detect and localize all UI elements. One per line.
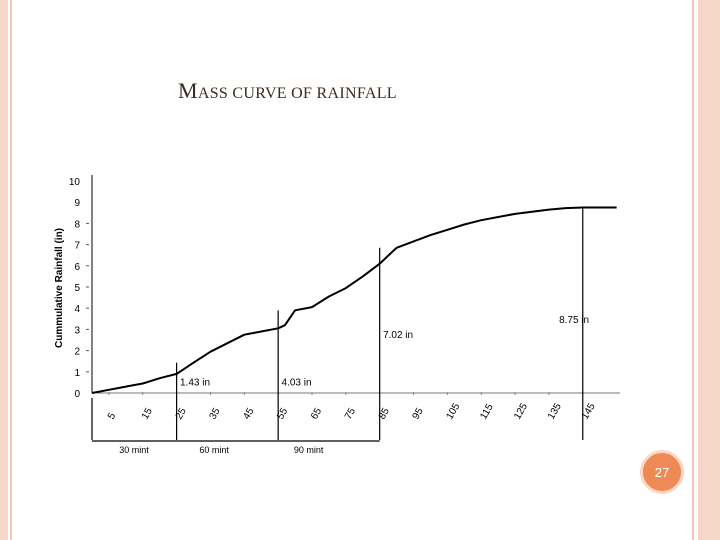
x-tick-label: 115 xyxy=(478,402,496,422)
x-tick-label: 105 xyxy=(444,401,462,421)
y-tick-label: 7 xyxy=(74,241,80,252)
x-tick-label: 25 xyxy=(174,406,189,422)
y-axis-label: Cummulative Rainfall (in) xyxy=(54,228,65,348)
x-tick-label: 75 xyxy=(343,406,358,422)
x-tick-label: 55 xyxy=(275,406,290,422)
frame-left-border xyxy=(0,0,18,540)
x-tick-label: 135 xyxy=(546,401,564,421)
page-number-badge: 27 xyxy=(640,450,684,494)
value-annotation: 1.43 in xyxy=(180,378,210,389)
value-annotation: 7.02 in xyxy=(383,330,413,341)
y-tick-label: 8 xyxy=(74,219,80,230)
y-tick-label: 10 xyxy=(69,177,81,188)
vertical-marker-lines xyxy=(176,207,584,440)
page-title-rest: ASS CURVE OF RAINFALL xyxy=(197,85,397,102)
x-tick-label: 85 xyxy=(377,406,392,422)
frame-right-border xyxy=(688,0,720,540)
x-tick-label: 65 xyxy=(309,406,324,422)
y-tick-label: 5 xyxy=(74,283,80,294)
value-annotations: 1.43 in 4.03 in 7.02 in 8.75 in xyxy=(180,315,589,389)
x-tick-label: 35 xyxy=(208,406,223,422)
cumulative-rainfall-line xyxy=(91,206,617,394)
y-tick-label: 3 xyxy=(74,325,80,336)
page-title-initial: M xyxy=(178,78,198,103)
axes xyxy=(91,175,620,440)
cumulative-rainfall-series xyxy=(91,206,617,394)
y-tick-label: 6 xyxy=(74,262,80,273)
value-annotation: 8.75 in xyxy=(559,315,589,326)
x-tick-label: 95 xyxy=(411,406,426,422)
x-tick-label: 5 xyxy=(106,411,119,422)
x-tick-labels: 5 15 25 35 45 55 65 75 85 95 105 115 125 135 145 xyxy=(106,392,598,422)
y-tick-label: 4 xyxy=(74,304,80,315)
interval-label: 30 mint xyxy=(119,445,149,455)
x-tick-label: 15 xyxy=(140,406,155,422)
y-tick-label: 0 xyxy=(74,389,80,400)
y-tick-label: 9 xyxy=(74,198,80,209)
y-tick-label: 2 xyxy=(74,347,80,358)
x-tick-label: 45 xyxy=(241,406,256,422)
page-title: MASS CURVE OF RAINFALL xyxy=(178,78,397,104)
y-tick-label: 1 xyxy=(74,368,80,379)
interval-label: 60 mint xyxy=(199,445,229,455)
interval-label: 90 mint xyxy=(294,445,324,455)
value-annotation: 4.03 in xyxy=(282,378,312,389)
y-tick-labels: 0 1 2 3 4 5 6 7 8 9 10 xyxy=(69,177,89,400)
x-tick-label: 125 xyxy=(512,401,530,421)
time-interval-brackets: 30 mint 60 mint 90 mint xyxy=(92,440,380,455)
